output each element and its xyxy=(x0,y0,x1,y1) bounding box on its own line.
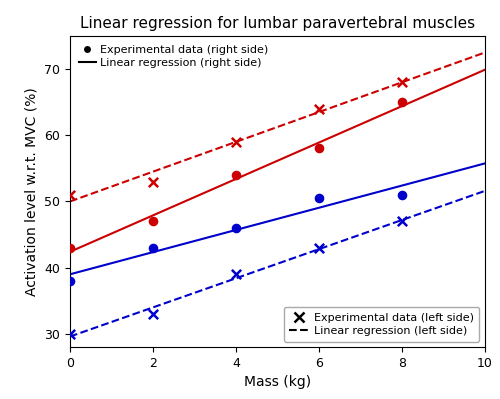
Point xyxy=(66,331,74,337)
Title: Linear regression for lumbar paravertebral muscles: Linear regression for lumbar paravertebr… xyxy=(80,16,475,31)
Point xyxy=(315,106,323,112)
Point xyxy=(398,79,406,85)
Legend: Experimental data (left side), Linear regression (left side): Experimental data (left side), Linear re… xyxy=(284,307,480,342)
Point xyxy=(315,145,323,152)
Point xyxy=(398,99,406,105)
Point xyxy=(315,195,323,201)
Point xyxy=(232,271,240,277)
Point xyxy=(149,245,157,251)
Point xyxy=(66,245,74,251)
Point xyxy=(66,278,74,284)
Point xyxy=(149,311,157,317)
Point xyxy=(149,218,157,225)
X-axis label: Mass (kg): Mass (kg) xyxy=(244,375,311,389)
Point xyxy=(232,225,240,231)
Y-axis label: Activation level w.r.t. MVC (%): Activation level w.r.t. MVC (%) xyxy=(24,87,38,296)
Point xyxy=(66,192,74,198)
Point xyxy=(232,139,240,145)
Point xyxy=(398,192,406,198)
Point xyxy=(398,218,406,225)
Point xyxy=(315,245,323,251)
Point xyxy=(232,172,240,178)
Point xyxy=(149,178,157,185)
